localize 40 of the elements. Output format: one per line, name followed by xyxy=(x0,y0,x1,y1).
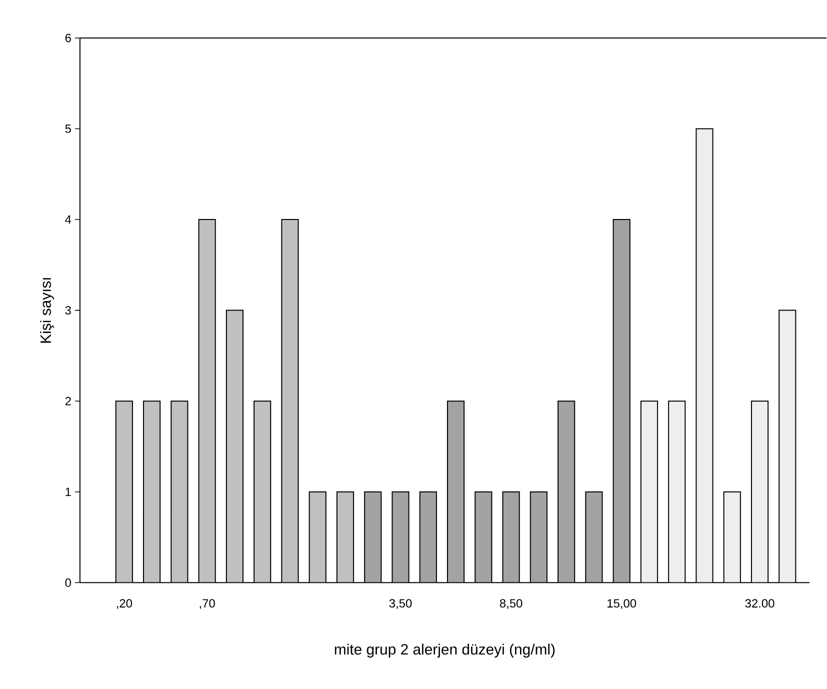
bar xyxy=(392,492,409,583)
bar xyxy=(448,401,464,583)
bar xyxy=(612,219,630,583)
bar xyxy=(475,492,492,583)
bar xyxy=(336,492,354,583)
y-tick-label: 3 xyxy=(65,306,71,315)
bar xyxy=(364,492,382,583)
bar xyxy=(144,401,160,583)
x-tick-label: 15,00 xyxy=(608,599,636,610)
bar xyxy=(558,401,575,583)
bar xyxy=(640,401,658,583)
x-tick-label: 8,50 xyxy=(500,599,522,610)
bar xyxy=(198,220,216,583)
x-tick-label: ,20 xyxy=(116,599,132,610)
bar xyxy=(116,401,132,583)
y-tick-label: 5 xyxy=(65,124,71,134)
bar xyxy=(751,401,768,583)
y-tick-label: 1 xyxy=(66,488,71,496)
bar xyxy=(226,310,243,583)
bar xyxy=(254,401,271,583)
bar xyxy=(171,401,188,583)
bar xyxy=(309,492,326,583)
bar xyxy=(502,492,520,583)
y-tick-label: 4 xyxy=(65,216,72,224)
x-tick-label: 3,50 xyxy=(389,599,412,610)
bar xyxy=(668,401,686,583)
y-axis-title: Kişi sayısı xyxy=(40,278,54,343)
bar xyxy=(724,492,740,583)
y-tick-label: 0 xyxy=(65,578,71,588)
x-tick-label: ,70 xyxy=(200,599,215,610)
y-tick-label: 6 xyxy=(65,34,71,42)
bar xyxy=(586,492,602,583)
x-tick-label: 32.00 xyxy=(745,599,774,608)
x-axis-title: mite grup 2 alerjen düzeyi (ng/ml) xyxy=(334,644,555,658)
bar xyxy=(778,310,796,583)
bar xyxy=(420,492,436,583)
bar xyxy=(282,220,298,583)
bar xyxy=(696,128,713,583)
y-tick-label: 2 xyxy=(65,397,71,406)
bar xyxy=(530,492,547,583)
